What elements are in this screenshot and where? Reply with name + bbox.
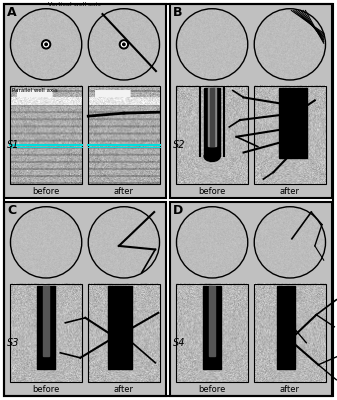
Bar [37,286,55,369]
Bar [4,4,166,198]
Text: Parallel well axis: Parallel well axis [12,88,58,93]
Bar [209,286,215,356]
Bar [10,284,82,382]
Bar [279,88,307,158]
Circle shape [43,42,49,47]
Bar [208,88,216,146]
Text: before: before [198,385,226,394]
Circle shape [42,40,51,49]
Bar [170,202,332,396]
Bar [254,86,326,184]
Text: S2: S2 [173,140,185,150]
Text: Vertical well axis: Vertical well axis [48,2,101,7]
Text: after: after [280,187,300,196]
Bar [88,86,159,184]
Text: D: D [173,204,183,217]
Bar [10,86,82,184]
Text: after: after [114,187,134,196]
Text: C: C [7,204,16,217]
Text: after: after [280,385,300,394]
Text: before: before [32,187,60,196]
Text: A: A [7,6,17,19]
Ellipse shape [204,152,220,162]
Bar [254,284,326,382]
Bar [210,88,214,146]
Text: after: after [114,385,134,394]
Circle shape [119,40,128,49]
Bar [170,4,332,198]
Bar [88,284,159,382]
Bar [177,284,248,382]
Circle shape [45,43,47,46]
Bar [4,202,166,396]
Text: S1: S1 [7,140,20,150]
Text: B: B [173,6,183,19]
Bar [177,86,248,184]
Bar [204,88,220,156]
Bar [277,286,295,369]
Text: before: before [32,385,60,394]
Bar [43,286,49,356]
Text: S4: S4 [173,338,185,348]
Text: S3: S3 [7,338,20,348]
Text: before: before [198,187,226,196]
Circle shape [121,42,126,47]
Bar [203,286,221,369]
Bar [108,286,132,369]
Circle shape [123,43,125,46]
